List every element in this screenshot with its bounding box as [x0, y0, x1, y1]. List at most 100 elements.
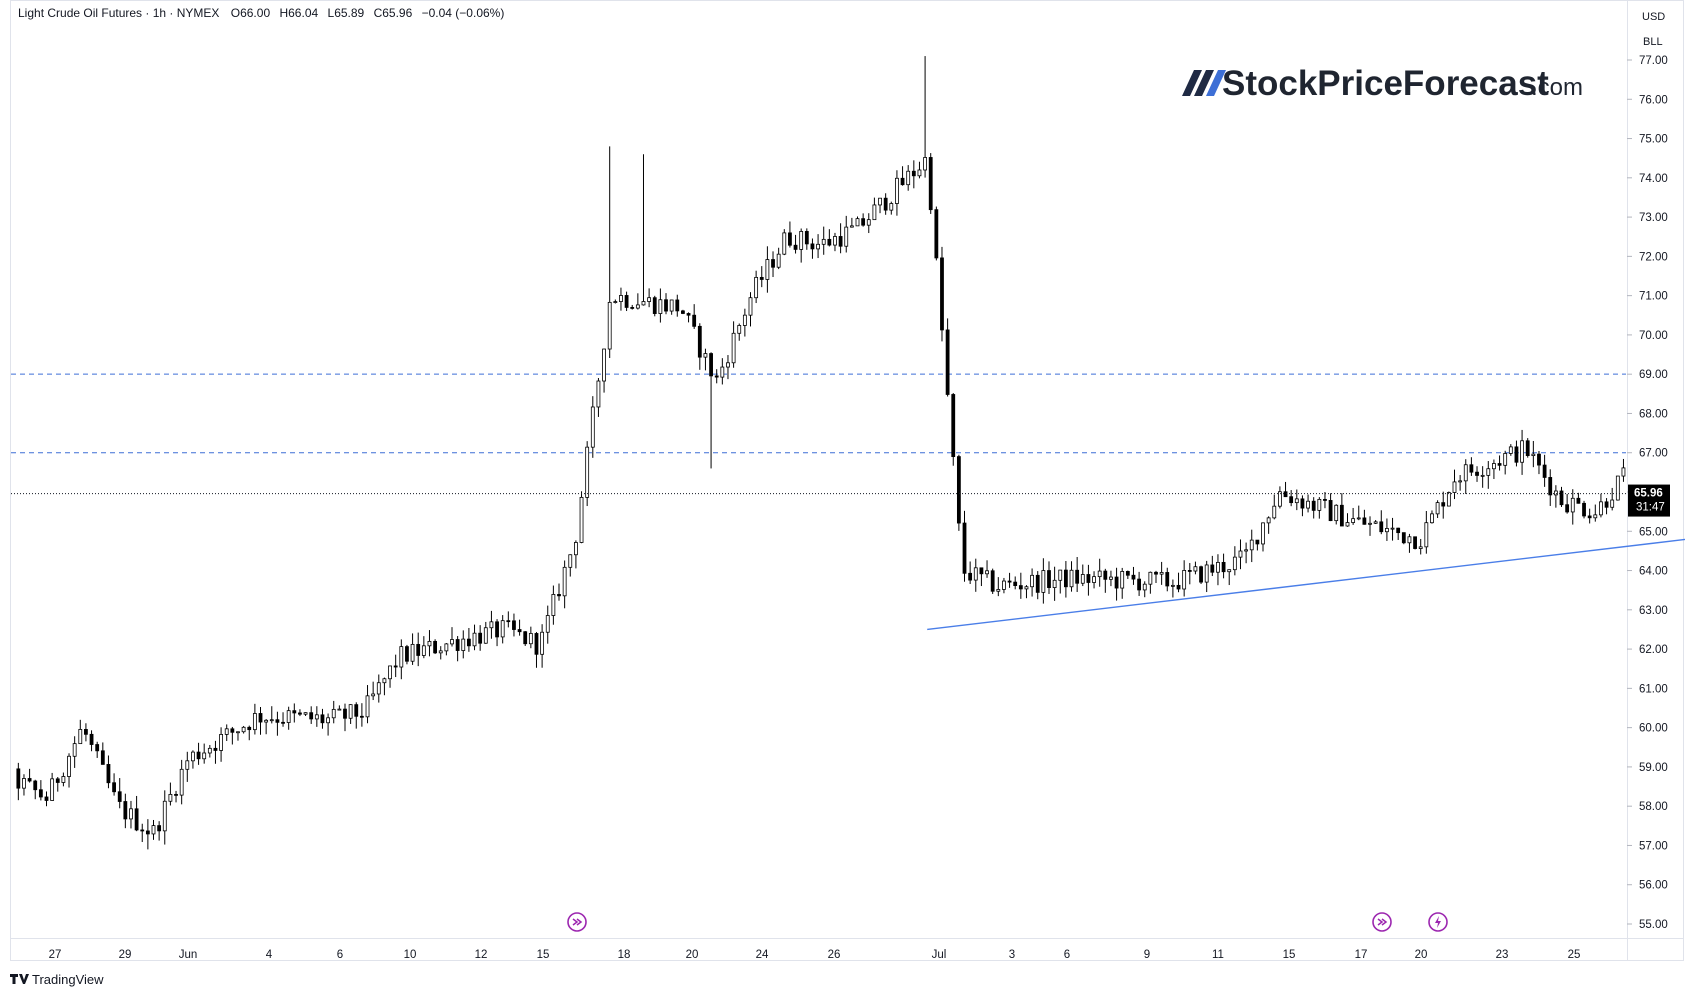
candle — [1486, 461, 1491, 489]
candle — [314, 706, 319, 727]
candle — [1356, 505, 1361, 521]
candle — [585, 441, 590, 507]
candle — [945, 318, 950, 397]
candle — [883, 193, 888, 215]
candle — [1503, 450, 1508, 475]
candle — [923, 56, 927, 178]
candle — [1368, 516, 1372, 536]
candle — [748, 292, 753, 327]
price-tick-label: 61.00 — [1639, 683, 1668, 695]
price-tick-label: 57.00 — [1639, 840, 1668, 852]
currency-label[interactable]: USD — [1642, 11, 1665, 23]
candle — [669, 299, 674, 315]
candle — [162, 790, 167, 845]
high-value: H66.04 — [279, 6, 318, 20]
candle — [506, 611, 511, 628]
time-tick-label: 4 — [266, 949, 273, 961]
candle — [1317, 497, 1322, 519]
candle — [833, 232, 837, 252]
candle — [1525, 438, 1530, 458]
event-icon[interactable] — [567, 912, 587, 932]
candle — [224, 724, 229, 741]
time-tick-label: 18 — [618, 949, 631, 961]
legend-line: Light Crude Oil Futures · 1h · NYMEX O66… — [18, 6, 504, 20]
logo-stripe-icon — [1206, 70, 1226, 96]
candle — [354, 702, 359, 729]
candle — [1193, 561, 1198, 575]
candle — [230, 726, 235, 745]
candle — [579, 491, 584, 544]
price-tick-label: 73.00 — [1639, 212, 1668, 224]
candle — [455, 636, 460, 662]
candle — [985, 560, 989, 578]
candle — [359, 703, 364, 727]
price-tick-label: 71.00 — [1639, 291, 1668, 303]
candle — [1216, 554, 1220, 586]
price-tick-label: 65.00 — [1639, 526, 1668, 538]
lightning-event-icon[interactable] — [1428, 912, 1448, 932]
candle — [286, 706, 291, 730]
unit-label[interactable]: BLL — [1643, 36, 1663, 48]
candle — [264, 719, 269, 735]
candle — [168, 782, 173, 806]
candle — [692, 304, 697, 329]
candle — [664, 293, 668, 315]
candle — [1204, 560, 1209, 593]
candle — [252, 703, 257, 735]
candle — [1435, 500, 1440, 518]
candle — [55, 777, 60, 792]
candle — [1018, 572, 1023, 599]
candle — [906, 165, 911, 191]
event-icon[interactable] — [1372, 912, 1392, 932]
candle — [1559, 486, 1564, 507]
price-axis[interactable]: 55.00 56.00 57.00 58.00 59.00 60.00 61.00 62.00… — [1627, 55, 1668, 931]
horizontal-levels — [11, 373, 1626, 454]
price-tick-label: 72.00 — [1639, 251, 1668, 263]
candle — [461, 630, 466, 659]
candle — [1063, 561, 1068, 598]
candle — [1475, 466, 1479, 482]
candle — [827, 229, 832, 247]
candle — [1548, 469, 1553, 506]
candle — [1182, 560, 1187, 597]
candle — [50, 772, 55, 801]
candle — [1109, 570, 1113, 587]
candle — [382, 677, 387, 696]
candle — [1345, 513, 1350, 527]
candle — [1142, 581, 1147, 598]
logo-stripe-icon — [1194, 70, 1214, 96]
candle — [292, 703, 297, 723]
candle — [16, 762, 21, 801]
candle — [1272, 494, 1277, 520]
candle — [123, 793, 128, 829]
tradingview-logo[interactable]: TradingView — [10, 972, 104, 987]
candle — [517, 619, 522, 636]
candle — [151, 819, 156, 840]
candle — [1401, 532, 1406, 545]
trendline-layer[interactable] — [927, 500, 1685, 631]
candle — [1148, 571, 1153, 594]
candle — [512, 613, 516, 637]
candle — [1621, 458, 1626, 482]
candle — [602, 348, 606, 393]
low-value: L65.89 — [328, 6, 365, 20]
candle — [1289, 490, 1294, 507]
time-tick-label: 11 — [1212, 949, 1224, 961]
candle — [1255, 539, 1260, 551]
candle — [776, 247, 781, 270]
candle — [1463, 459, 1468, 494]
candle — [1373, 519, 1378, 524]
candle — [1125, 570, 1130, 579]
candle — [1086, 564, 1091, 596]
time-axis[interactable]: 27 29 Jun 4 6 10 12 15 18 20 24 26 Jul 3 6 9 11 15 17 20 23 2… — [49, 949, 1581, 961]
candle — [523, 631, 528, 646]
time-tick-label: 15 — [1283, 949, 1296, 961]
candle — [1227, 569, 1232, 586]
candle — [275, 711, 280, 736]
candle — [247, 725, 252, 741]
candle — [1154, 570, 1158, 583]
candle — [337, 705, 342, 711]
candle — [1430, 510, 1434, 524]
candle — [596, 377, 601, 417]
